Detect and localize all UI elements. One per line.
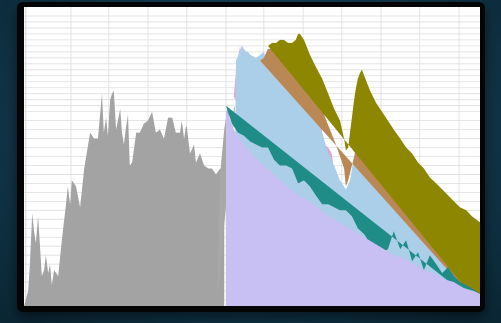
series-area-1 [24, 90, 225, 306]
series-area-7 [226, 105, 480, 306]
plot-area [24, 7, 480, 306]
series-area-8 [226, 108, 480, 306]
area-chart [24, 7, 480, 306]
series-layer [24, 33, 480, 306]
series-area-6 [268, 33, 480, 306]
series-area-5 [260, 45, 480, 306]
